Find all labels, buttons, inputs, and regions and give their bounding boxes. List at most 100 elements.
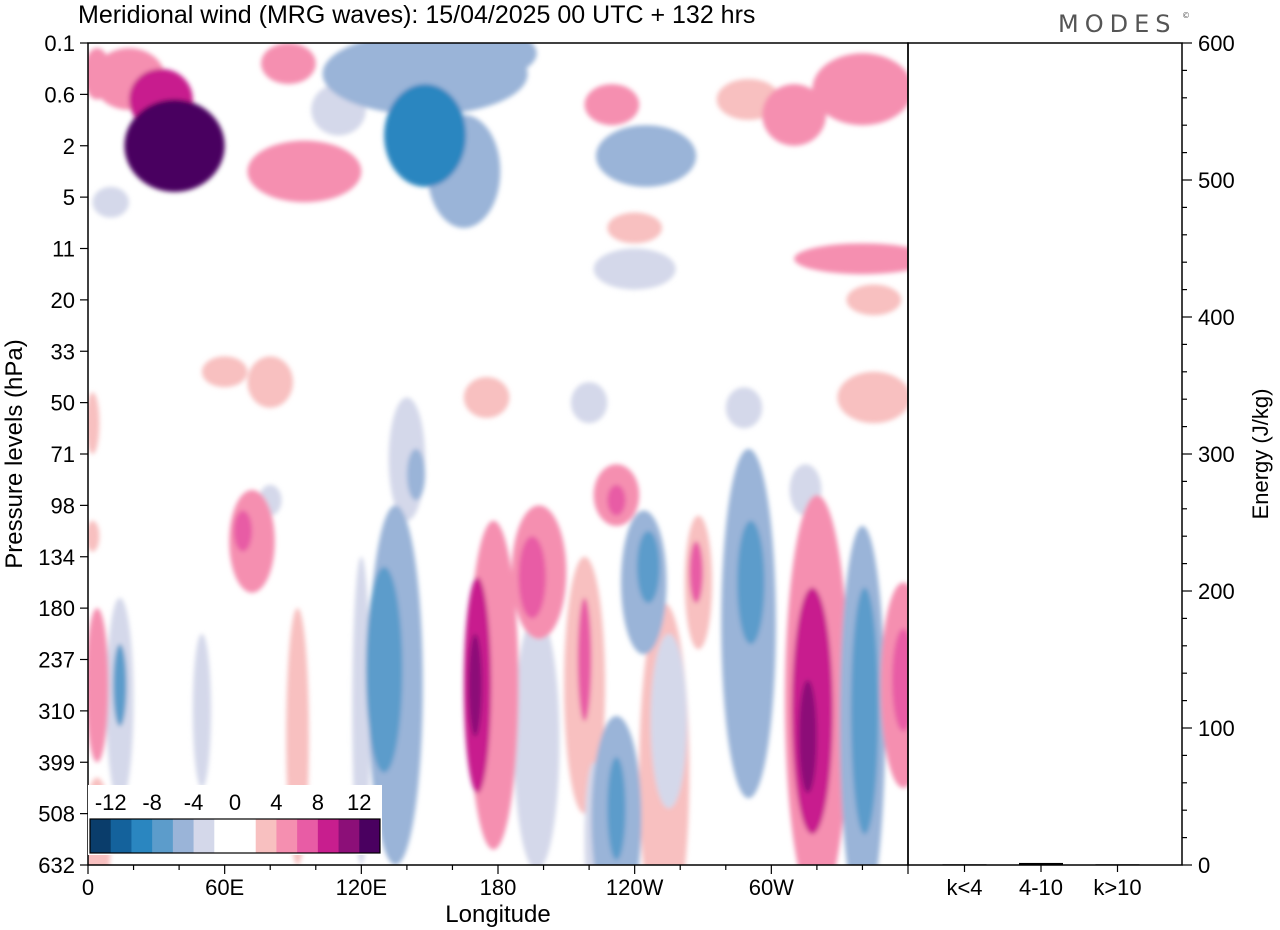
x-tick-label: 0 [82, 875, 94, 900]
energy-axis-label: Energy (J/kg) [1248, 389, 1273, 520]
y-axis: 0.1 0.6 2 5 11 20 33 50 71 98 134 180 237 310 399 508 63… [38, 31, 88, 878]
energy-tick-label: 100 [1198, 716, 1235, 741]
brand-logo: MODES [1058, 10, 1176, 38]
y-tick-label: 5 [63, 185, 75, 210]
colorbar-label: 0 [229, 790, 241, 815]
energy-category-label: 4-10 [1019, 875, 1063, 900]
wind-cell-46 [636, 531, 660, 603]
heatmap-panel [87, 42, 909, 866]
energy-categories: k<4 4-10 k>10 [946, 865, 1142, 900]
colorbar-swatch [359, 819, 381, 853]
y-tick-label: 399 [38, 750, 75, 775]
energy-bar-4-10 [1019, 862, 1063, 865]
wind-cell-19 [846, 284, 902, 316]
colorbar-swatch [172, 819, 195, 853]
energy-frame [907, 42, 1183, 866]
energy-panel: 0 100 200 300 400 500 600 k<4 4-10 k>10 Energy (… [907, 31, 1273, 900]
colorbar-swatch [131, 819, 153, 853]
wind-cell-24 [463, 376, 510, 419]
energy-tick-label: 200 [1198, 579, 1235, 604]
wind-cell-26 [725, 387, 763, 429]
wind-cell-53 [798, 680, 817, 794]
energy-y-axis: 0 100 200 300 400 500 600 [1182, 31, 1235, 878]
wind-cell-44 [513, 613, 560, 865]
colorbar-label: 8 [312, 790, 324, 815]
colorbar-swatch [255, 819, 277, 853]
y-tick-label: 237 [38, 648, 75, 673]
y-tick-label: 632 [38, 853, 75, 878]
energy-tick-label: 400 [1198, 305, 1235, 330]
colorbar-swatch [276, 819, 298, 853]
wind-cell-4 [261, 43, 316, 85]
wind-cell-22 [247, 356, 293, 408]
y-tick-label: 50 [51, 391, 75, 416]
wind-cell-3 [124, 99, 225, 192]
wind-cell-8 [384, 84, 467, 187]
wind-cell-25 [570, 382, 608, 424]
chart-title: Meridional wind (MRG waves): 15/04/2025 … [78, 1, 755, 29]
x-tick-label: 60E [205, 875, 244, 900]
wind-cell-62 [88, 608, 109, 763]
wind-cell-13 [607, 212, 663, 244]
x-tick-label: 180 [480, 875, 517, 900]
wind-cell-43 [577, 597, 592, 722]
wind-cell-50 [737, 520, 765, 645]
wind-cell-39 [468, 633, 483, 737]
y-tick-label: 2 [63, 134, 75, 159]
wind-cell-61 [113, 644, 127, 727]
wind-cell-30 [406, 448, 426, 501]
wind-cell-5 [247, 140, 362, 203]
colorbar-label: -12 [95, 790, 127, 815]
colorbar-swatch [152, 819, 174, 853]
wind-cell-28 [88, 392, 100, 454]
colorbar-swatch [317, 819, 340, 853]
wind-cell-68 [607, 757, 626, 860]
energy-tick-label: 600 [1198, 31, 1235, 56]
wind-cell-17 [812, 53, 908, 126]
colorbar-swatch [235, 819, 257, 853]
energy-bar-k<4 [942, 864, 987, 866]
colorbar-frame [89, 818, 381, 854]
colorbar-swatch [297, 819, 319, 853]
energy-tick-label: 0 [1198, 853, 1210, 878]
wind-cell-14 [593, 248, 676, 290]
wind-cell-12 [595, 125, 697, 187]
colorbar-label: -8 [142, 790, 162, 815]
wind-cell-57 [365, 567, 403, 773]
x-tick-label: 120W [606, 875, 664, 900]
colorbar: -12 -8 -4 0 4 8 12 [88, 785, 382, 855]
x-tick-label: 60W [749, 875, 794, 900]
wind-cell-11 [584, 84, 640, 126]
wind-cell-10 [422, 43, 537, 79]
y-tick-label: 180 [38, 596, 75, 621]
y-tick-label: 11 [52, 237, 75, 262]
wind-cell-41 [518, 536, 546, 619]
y-tick-label: 134 [38, 545, 75, 570]
energy-category-label: k>10 [1093, 875, 1141, 900]
wind-cell-16 [762, 84, 826, 146]
colorbar-label: 4 [270, 790, 282, 815]
energy-category-label: k<4 [946, 875, 982, 900]
y-tick-label: 98 [51, 493, 75, 518]
colorbar-swatch [193, 819, 215, 853]
y-tick-label: 0.1 [44, 31, 75, 56]
wind-cell-18 [794, 243, 908, 275]
colorbar-label: 12 [347, 790, 371, 815]
energy-tick-label: 300 [1198, 442, 1235, 467]
x-tick-label: 120E [336, 875, 387, 900]
wind-cell-32 [607, 484, 626, 516]
wind-cell-35 [233, 510, 252, 552]
x-axis: 0 60E 120E 180 120W 60W [82, 865, 909, 900]
y-tick-label: 20 [51, 288, 75, 313]
colorbar-swatch [90, 819, 112, 853]
wind-cell-21 [201, 356, 248, 388]
wind-cell-27 [837, 371, 908, 424]
wind-cell-55 [851, 587, 879, 835]
colorbar-swatch [214, 819, 236, 853]
colorbar-swatch [338, 819, 360, 853]
wind-cell-72 [892, 628, 908, 732]
y-tick-label: 71 [51, 442, 75, 467]
brand-copyright-mark: © [1182, 11, 1196, 20]
y-axis-label: Pressure levels (hPa) [1, 339, 28, 568]
